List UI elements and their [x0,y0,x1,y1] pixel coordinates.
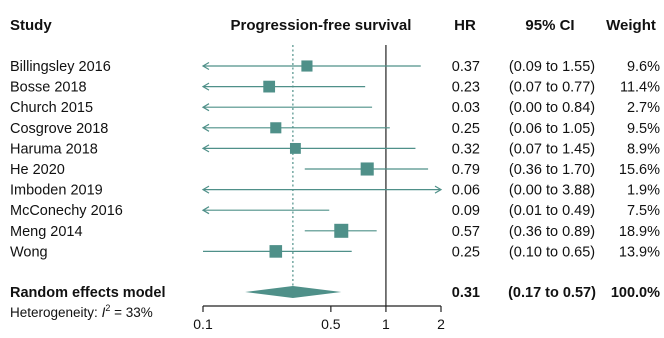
study-ci: (0.07 to 0.77) [509,80,595,96]
study-ci: (0.07 to 1.45) [509,141,595,157]
heterogeneity-exponent: 2 [105,303,110,313]
x-axis: 0.1 0.5 1 2 [193,305,445,332]
ci-arrow-right [434,185,443,194]
study-hr: 0.25 [452,121,480,137]
effect-square [270,122,282,134]
study-row: Wong 0.25 (0.10 to 0.65) 13.9% [10,244,660,260]
study-row: He 2020 0.79 (0.36 to 1.70) 15.6% [10,162,660,178]
ci-arrow-left [201,103,210,112]
study-weight: 15.6% [619,162,660,178]
pooled-ci: (0.17 to 0.57) [508,285,596,301]
pooled-hr: 0.31 [452,285,480,301]
study-row: Haruma 2018 0.32 (0.07 to 1.45) 8.9% [10,141,660,157]
study-ci: (0.09 to 1.55) [509,59,595,75]
study-name: Meng 2014 [10,224,83,240]
x-tick-label: 0.1 [193,316,213,332]
study-hr: 0.03 [452,100,480,116]
study-name: Imboden 2019 [10,183,103,199]
ci-arrow-left [201,185,210,194]
study-hr: 0.06 [452,183,480,199]
ci-arrow-left [201,82,210,91]
study-row: Cosgrove 2018 0.25 (0.06 to 1.05) 9.5% [10,121,660,137]
effect-square [334,223,349,238]
study-name: Haruma 2018 [10,141,98,157]
header-weight: Weight [606,17,656,34]
study-ci: (0.10 to 0.65) [509,244,595,260]
study-weight: 13.9% [619,244,660,260]
study-row: Billingsley 2016 0.37 (0.09 to 1.55) 9.6% [10,59,660,75]
study-ci: (0.36 to 0.89) [509,224,595,240]
heterogeneity-suffix: = 33% [110,305,152,320]
study-name: Church 2015 [10,100,93,116]
plot-title: Progression-free survival [231,17,412,34]
study-ci: (0.00 to 0.84) [509,100,595,116]
ci-arrow-left [201,123,210,132]
study-name: Cosgrove 2018 [10,121,108,137]
x-tick-label: 0.5 [321,316,341,332]
pooled-weight: 100.0% [611,285,660,301]
study-weight: 11.4% [620,80,660,96]
header-hr: HR [454,17,476,34]
heterogeneity-text: Heterogeneity: I2 = 33% [10,303,153,320]
pooled-label: Random effects model [10,285,166,301]
effect-square [263,80,276,93]
study-weight: 1.9% [627,183,660,199]
study-name: He 2020 [10,162,65,178]
study-row: Bosse 2018 0.23 (0.07 to 0.77) 11.4% [10,80,660,96]
study-ci: (0.00 to 3.88) [509,183,595,199]
effect-square [301,60,313,72]
study-row: Meng 2014 0.57 (0.36 to 0.89) 18.9% [10,223,660,240]
study-name: Billingsley 2016 [10,59,111,75]
pooled-diamond [245,286,342,298]
study-hr: 0.32 [452,141,480,157]
ci-arrow-left [201,61,210,71]
study-rows: Billingsley 2016 0.37 (0.09 to 1.55) 9.6% Bo… [10,59,660,260]
study-ci: (0.01 to 0.49) [509,203,595,219]
x-tick-label: 2 [437,316,445,332]
study-weight: 7.5% [627,203,660,219]
ci-arrow-left [201,206,210,215]
study-hr: 0.57 [452,224,480,240]
study-ci: (0.06 to 1.05) [509,121,595,137]
study-hr: 0.37 [452,59,480,75]
ci-arrow-left [201,144,210,153]
study-weight: 2.7% [627,100,660,116]
study-hr: 0.25 [452,244,480,260]
header-row: Study Progression-free survival HR 95% C… [10,17,656,34]
study-weight: 9.5% [627,121,660,137]
header-study: Study [10,17,52,34]
study-weight: 8.9% [627,141,660,157]
heterogeneity-prefix: Heterogeneity: [10,305,102,320]
header-ci: 95% CI [525,17,574,34]
study-hr: 0.79 [452,162,480,178]
study-name: McConechy 2016 [10,203,123,219]
x-tick-label: 1 [382,316,390,332]
study-name: Wong [10,244,48,260]
study-name: Bosse 2018 [10,80,87,96]
heterogeneity-symbol: I [102,305,106,320]
effect-square [289,142,301,154]
study-ci: (0.36 to 1.70) [509,162,595,178]
study-row: Imboden 2019 0.06 (0.00 to 3.88) 1.9% [10,183,660,199]
pooled-row: Random effects model 0.31 (0.17 to 0.57)… [10,285,660,301]
study-hr: 0.23 [452,80,480,96]
study-weight: 18.9% [619,224,660,240]
study-weight: 9.6% [627,59,660,75]
study-hr: 0.09 [452,203,480,219]
effect-square [269,245,283,258]
study-row: Church 2015 0.03 (0.00 to 0.84) 2.7% [10,100,660,116]
effect-square [360,162,374,176]
study-row: McConechy 2016 0.09 (0.01 to 0.49) 7.5% [10,203,660,219]
